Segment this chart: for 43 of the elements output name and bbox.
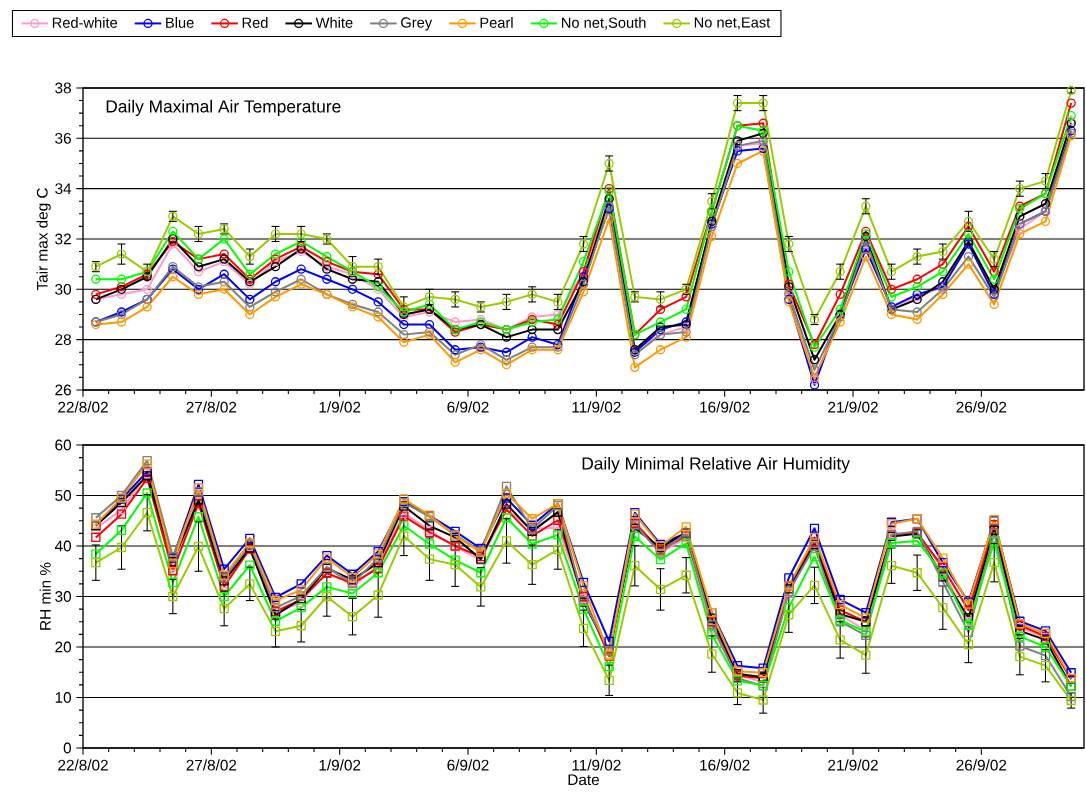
y-tick-label: 40 bbox=[54, 540, 72, 552]
x-tick-label: 27/8/02 bbox=[186, 401, 237, 413]
text: Daily Minimal Relative Air Humidity bbox=[582, 456, 850, 474]
x-tick-label: 16/9/02 bbox=[700, 759, 750, 771]
legend-label: Red-white bbox=[52, 17, 118, 28]
y-axis-title: Tair max deg C bbox=[36, 188, 51, 291]
x-tick-label: 22/8/02 bbox=[58, 759, 108, 771]
legend-label: No net,South bbox=[562, 17, 646, 30]
y-tick-label: 20 bbox=[55, 641, 72, 653]
legend-label: Blue bbox=[166, 17, 194, 28]
x-tick-label: 1/9/02 bbox=[319, 759, 361, 771]
x-tick-label: 6/9/02 bbox=[447, 759, 489, 771]
x-tick-label: 26/9/02 bbox=[956, 401, 1007, 413]
x-tick-label: 27/8/02 bbox=[186, 759, 237, 771]
legend-label: Red bbox=[242, 17, 268, 28]
y-tick-label: 26 bbox=[55, 384, 71, 396]
x-tick-label: 11/9/02 bbox=[572, 759, 621, 771]
x-tick-label: 21/9/02 bbox=[828, 401, 878, 413]
x-tick-label: 16/9/02 bbox=[700, 401, 750, 413]
y-tick-label: 60 bbox=[55, 439, 72, 451]
y-tick-label: 30 bbox=[55, 591, 72, 602]
x-axis-title: Date bbox=[568, 774, 600, 786]
y-tick-label: 50 bbox=[55, 490, 72, 501]
x-tick-label: 1/9/02 bbox=[319, 401, 361, 413]
x-tick-label: 11/9/02 bbox=[572, 401, 621, 413]
y-tick-label: 10 bbox=[55, 692, 72, 703]
y-tick-label: 0 bbox=[63, 742, 72, 754]
x-tick-label: 6/9/02 bbox=[447, 401, 489, 413]
legend-label: Pearl bbox=[480, 17, 513, 28]
legend-label: Grey bbox=[401, 17, 433, 31]
x-tick-label: 26/9/02 bbox=[956, 759, 1007, 771]
x-tick-label: 22/8/02 bbox=[58, 401, 108, 413]
y-tick-label: 34 bbox=[55, 183, 72, 195]
y-axis-title: RH min % bbox=[39, 562, 51, 630]
y-tick-label: 32 bbox=[55, 233, 71, 245]
text: Daily Maximal Air Temperature bbox=[106, 99, 341, 116]
y-tick-label: 28 bbox=[55, 334, 71, 346]
y-tick-label: 36 bbox=[55, 132, 71, 144]
y-tick-label: 30 bbox=[55, 283, 72, 295]
x-tick-label: 21/9/02 bbox=[828, 759, 878, 771]
y-tick-label: 38 bbox=[55, 82, 71, 94]
legend-label: No net,East bbox=[694, 17, 771, 30]
legend-label: White bbox=[315, 17, 353, 28]
